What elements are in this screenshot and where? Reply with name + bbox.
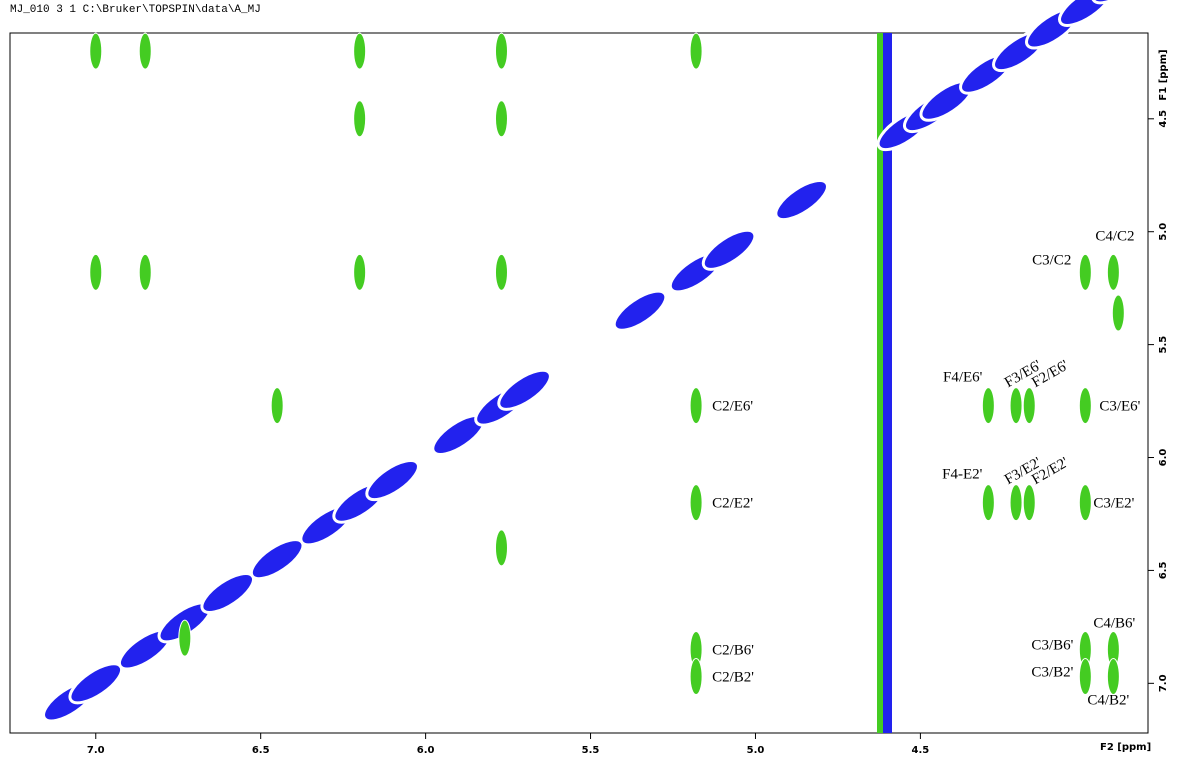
x-tick-label: 5.5 (582, 745, 600, 756)
peak (249, 538, 305, 581)
x-axis-label: F2 [ppm] (1100, 742, 1151, 753)
peak-label: F4/E6' (943, 370, 983, 386)
peak (1078, 658, 1092, 696)
peak (494, 32, 508, 70)
peak-label: C3/C2 (1032, 252, 1071, 268)
peak (68, 662, 124, 705)
peak-label: C2/E6' (712, 399, 753, 415)
peak-label: C4/B2' (1087, 693, 1129, 709)
peak (689, 484, 703, 522)
peak-label: C2/E2' (712, 496, 753, 512)
peak (981, 484, 995, 522)
y-axis-label: F1 [ppm] (1158, 49, 1169, 100)
peak-label: C2/B2' (712, 670, 754, 686)
x-tick-label: 7.0 (87, 745, 105, 756)
peak (494, 100, 508, 138)
x-tick-label: 6.5 (252, 745, 270, 756)
peak (138, 253, 152, 291)
y-tick-label: 5.5 (1158, 336, 1169, 354)
peak (353, 100, 367, 138)
peak (1106, 658, 1120, 696)
peak (365, 459, 420, 502)
peak (353, 32, 367, 70)
peak (497, 368, 552, 411)
peak (89, 32, 103, 70)
peak (1022, 484, 1036, 522)
peak (1058, 0, 1113, 27)
peak (981, 387, 995, 425)
peak (774, 179, 829, 222)
peak (1009, 387, 1023, 425)
x-tick-label: 4.5 (912, 745, 930, 756)
header: MJ_010 3 1 C:\Bruker\TOPSPIN\data\A_MJ (10, 4, 261, 16)
peak (353, 253, 367, 291)
peak (200, 571, 255, 615)
y-tick-label: 4.5 (1158, 110, 1169, 128)
peak (1111, 294, 1125, 332)
peak (1078, 253, 1092, 291)
peak-label: F4-E2' (942, 467, 983, 483)
peak (270, 387, 284, 425)
peak-label: C4/C2 (1095, 228, 1134, 244)
peak-label: C3/E2' (1093, 496, 1134, 512)
peak (1078, 387, 1092, 425)
solvent-ridge (877, 33, 883, 733)
peak-label: C4/B6' (1093, 615, 1135, 631)
peak (1022, 387, 1036, 425)
peak (178, 619, 192, 657)
peak-label: C3/B6' (1031, 637, 1073, 653)
peak (701, 228, 757, 271)
peak (689, 32, 703, 70)
peak (1078, 484, 1092, 522)
y-tick-label: 6.5 (1158, 562, 1169, 580)
peak-label: C2/B6' (712, 642, 754, 658)
x-tick-label: 5.0 (747, 745, 765, 756)
peak (689, 658, 703, 696)
y-tick-label: 7.0 (1158, 674, 1169, 692)
peak (138, 32, 152, 70)
peak-label: C3/E6' (1099, 399, 1140, 415)
y-tick-label: 6.0 (1158, 449, 1169, 467)
peak (1091, 0, 1146, 5)
peak-label: C3/B2' (1031, 665, 1073, 681)
y-tick-label: 5.0 (1158, 223, 1169, 241)
peak (494, 253, 508, 291)
peak (89, 253, 103, 291)
plot-frame (9, 32, 1149, 734)
peak (1009, 484, 1023, 522)
peak (1106, 253, 1120, 291)
peak (494, 529, 508, 567)
x-tick-label: 6.0 (417, 745, 435, 756)
peak (689, 387, 703, 425)
peak (612, 289, 668, 332)
solvent-ridge (883, 33, 892, 733)
